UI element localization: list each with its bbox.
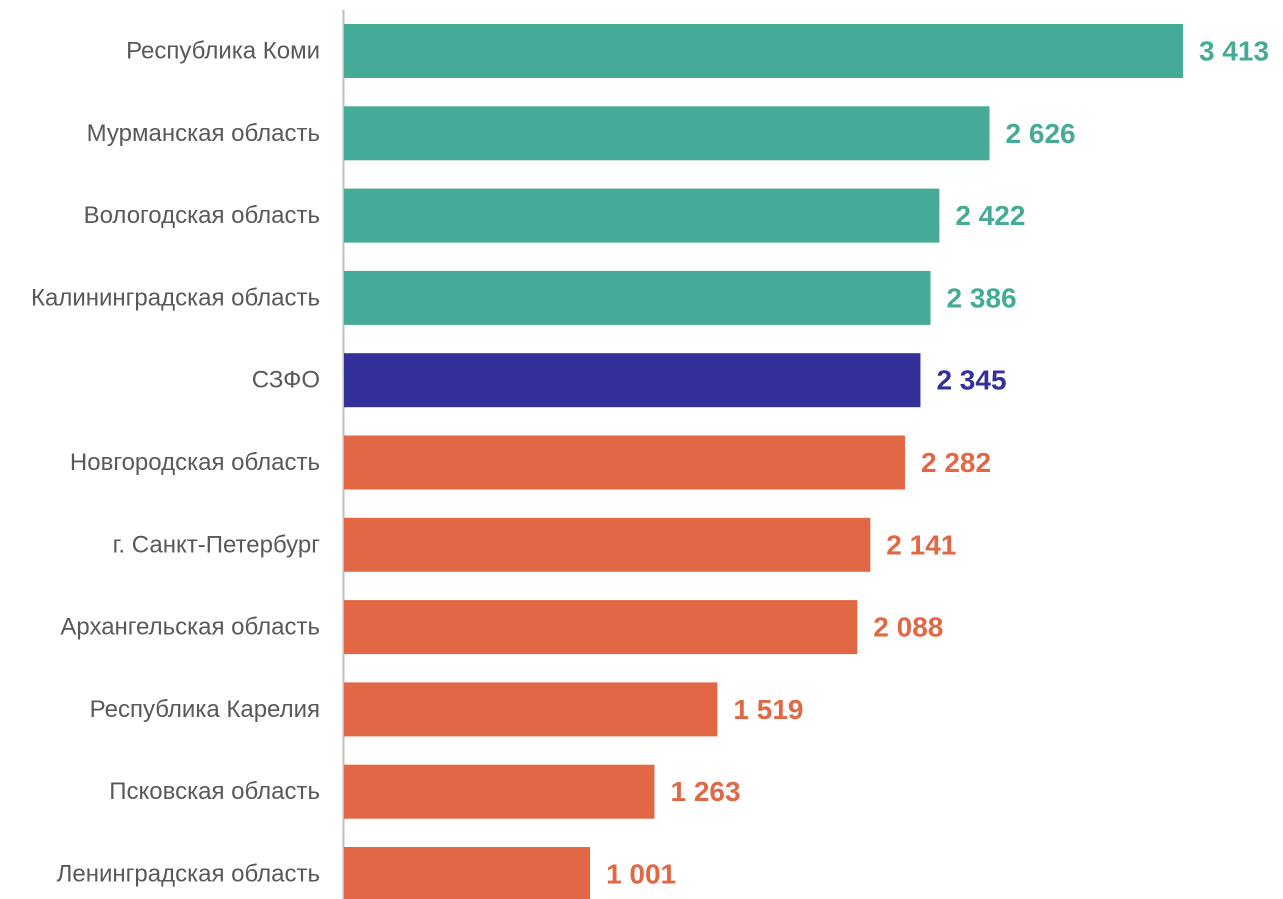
data-label: 1 001: [606, 859, 676, 890]
bar: [344, 682, 718, 737]
category-label: Псковская область: [109, 778, 320, 805]
data-label: 2 626: [1006, 118, 1076, 149]
data-label: 2 282: [921, 447, 991, 478]
bars-group: Республика Коми 3 413 Мурманская область 2 …: [31, 24, 1269, 899]
category-label: Ленинградская область: [57, 861, 320, 888]
bar: [344, 106, 990, 161]
category-label: Архангельская область: [60, 614, 320, 641]
category-label: г. Санкт-Петербург: [113, 531, 321, 558]
data-label: 1 263: [670, 776, 740, 807]
category-label: Республика Карелия: [90, 696, 320, 723]
data-label: 2 141: [886, 529, 956, 560]
data-label: 2 422: [955, 200, 1025, 231]
bar: [344, 517, 871, 572]
category-label: Новгородская область: [70, 449, 320, 476]
data-label: 2 345: [936, 365, 1006, 396]
category-label: Вологодская область: [84, 202, 320, 229]
bar: [344, 353, 921, 408]
bar: [344, 270, 931, 325]
category-label: Мурманская область: [87, 120, 320, 147]
bar: [344, 764, 655, 819]
data-label: 2 088: [873, 612, 943, 643]
bar: [344, 600, 858, 655]
bar: [344, 435, 905, 490]
bar: [344, 188, 940, 243]
bar: [344, 847, 591, 899]
bar: [344, 24, 1183, 78]
data-label: 3 413: [1199, 36, 1269, 67]
category-label: Республика Коми: [126, 38, 320, 65]
data-label: 2 386: [947, 282, 1017, 313]
data-label: 1 519: [733, 694, 803, 725]
category-label: СЗФО: [252, 367, 320, 394]
category-label: Калининградская область: [31, 284, 320, 311]
